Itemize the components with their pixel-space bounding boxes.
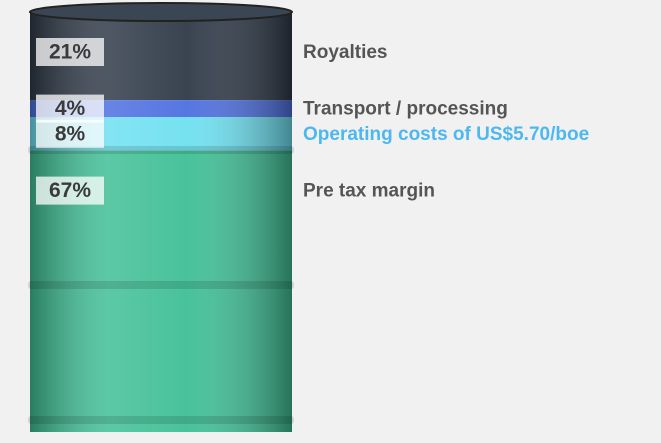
legend-label: Operating costs of US$5.70/boe (303, 124, 589, 145)
rib (28, 146, 294, 154)
legend-label: Transport / processing (303, 99, 508, 120)
value-label: 8% (55, 122, 86, 145)
value-label: 4% (55, 97, 86, 120)
value-label: 67% (49, 179, 91, 202)
labels: 21% Royalties 4% Transport / processing 8% Op… (36, 38, 589, 205)
value-label: 21% (49, 41, 91, 64)
value-label-box (36, 119, 104, 148)
rib (28, 281, 294, 289)
value-label-box (36, 94, 104, 123)
value-label-box (36, 38, 104, 66)
value-label-box (36, 176, 104, 205)
rim (29, 2, 293, 22)
legend-label: Pre tax margin (303, 181, 435, 202)
shade (30, 12, 292, 432)
rib (28, 416, 294, 424)
barrel (28, 2, 294, 432)
legend-label: Royalties (303, 42, 387, 63)
